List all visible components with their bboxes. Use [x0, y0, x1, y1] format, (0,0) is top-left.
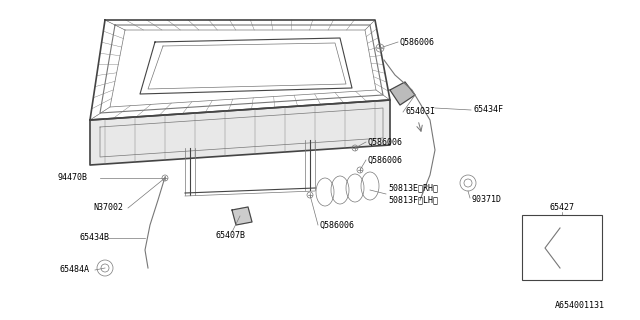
- Text: 50813E〈RH〉: 50813E〈RH〉: [388, 183, 438, 193]
- Text: Q586006: Q586006: [368, 138, 403, 147]
- Polygon shape: [90, 100, 390, 165]
- Bar: [522, 215, 602, 280]
- Text: 90371D: 90371D: [472, 196, 502, 204]
- Polygon shape: [232, 207, 252, 225]
- Text: 50813F〈LH〉: 50813F〈LH〉: [388, 196, 438, 204]
- Text: 94470B: 94470B: [58, 173, 88, 182]
- Text: Q586006: Q586006: [400, 37, 435, 46]
- Text: 65434F: 65434F: [473, 106, 503, 115]
- Text: Q586006: Q586006: [320, 220, 355, 229]
- Text: A654001131: A654001131: [555, 300, 605, 309]
- Text: Q586006: Q586006: [368, 156, 403, 164]
- Text: 65484A: 65484A: [60, 266, 90, 275]
- Text: N37002: N37002: [93, 204, 123, 212]
- Polygon shape: [390, 82, 415, 105]
- Text: 65434B: 65434B: [80, 234, 110, 243]
- Text: 65403I: 65403I: [405, 108, 435, 116]
- Text: 65427: 65427: [550, 204, 575, 212]
- Text: 65407B: 65407B: [215, 230, 245, 239]
